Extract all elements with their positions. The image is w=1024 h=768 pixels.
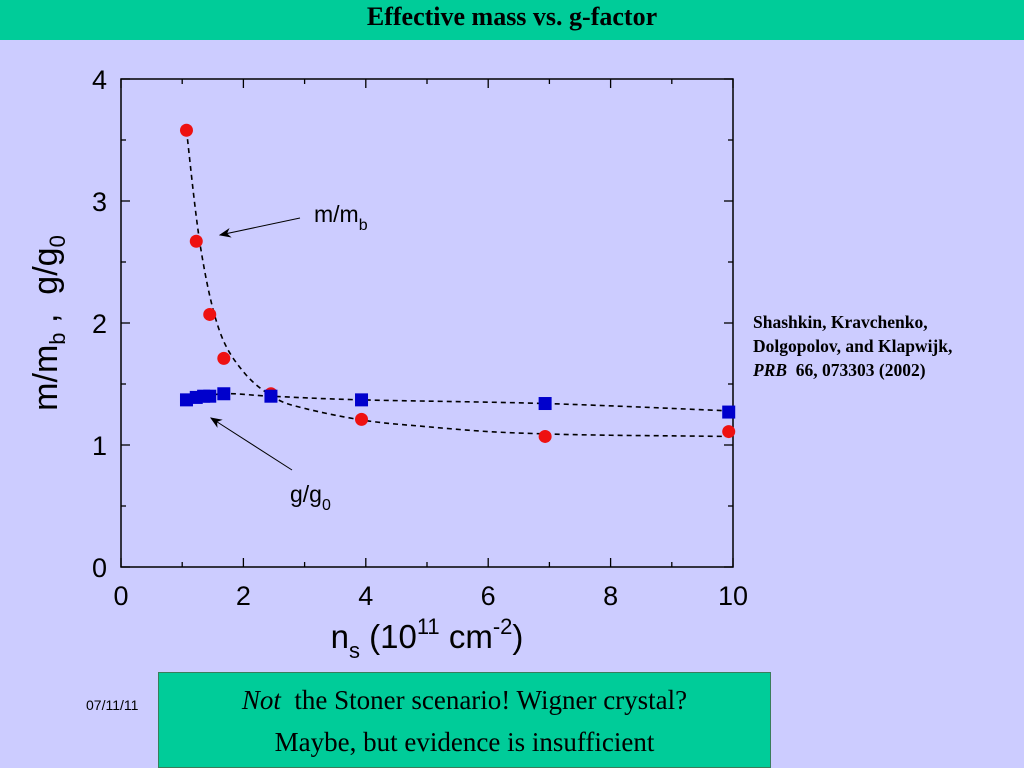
conclusion-callout: Not the Stoner scenario! Wigner crystal?… xyxy=(158,672,771,768)
x-tick-label: 6 xyxy=(481,581,496,611)
callout-emphasis: Not xyxy=(241,685,281,715)
g-label-sub: 0 xyxy=(322,497,331,514)
mass-data-point xyxy=(203,307,217,321)
x-tick-label: 2 xyxy=(236,581,251,611)
y-label-b-sub: 0 xyxy=(45,235,70,247)
callout-line-1-text: the Stoner scenario! Wigner crystal? xyxy=(294,685,688,715)
g-factor-data-point xyxy=(217,387,231,401)
x-tick-label: 0 xyxy=(113,581,128,611)
g-label-main: g/g xyxy=(290,481,322,507)
x-label-sup2: -2 xyxy=(493,614,513,639)
x-tick-label: 4 xyxy=(358,581,373,611)
callout-line-2: Maybe, but evidence is insufficient xyxy=(274,727,655,757)
mass-label-sub: b xyxy=(359,217,368,234)
mass-data-point xyxy=(355,412,369,426)
citation-ref: 66, 073303 (2002) xyxy=(795,360,926,380)
x-label-close: ) xyxy=(512,618,523,655)
mass-data-point xyxy=(179,123,193,137)
slide-title: Effective mass vs. g-factor xyxy=(366,2,658,31)
title-bar: Effective mass vs. g-factor xyxy=(0,0,1024,40)
x-label-sup1: 11 xyxy=(417,614,440,639)
citation-reference: PRB 66, 073303 (2002) xyxy=(753,358,1018,382)
x-axis-label: ns (1011 cm-2) xyxy=(331,614,524,663)
axis-ticks xyxy=(120,78,734,568)
g-factor-data-point xyxy=(264,389,278,403)
slide-date: 07/11/11 xyxy=(86,697,139,713)
y-label-b: g/g xyxy=(27,247,65,294)
x-tick-label: 8 xyxy=(603,581,618,611)
x-label-base: n xyxy=(331,618,349,655)
mass-data-point xyxy=(217,351,231,365)
callout-line-1: Not the Stoner scenario! Wigner crystal? xyxy=(159,685,770,716)
citation-authors-2: Dolgopolov, and Klapwijk, xyxy=(753,336,953,356)
y-tick-label: 3 xyxy=(92,187,107,217)
plot-area xyxy=(120,78,734,568)
data-points xyxy=(179,123,736,443)
g-factor-data-point xyxy=(722,405,736,419)
y-tick-label: 1 xyxy=(92,431,107,461)
x-label-unit: cm xyxy=(440,618,493,655)
mass-series-label: m/mb xyxy=(314,201,368,234)
g-factor-data-point xyxy=(179,393,193,407)
y-axis-label: m/mb , g/g0 xyxy=(27,235,70,411)
g-factor-data-point xyxy=(355,393,369,407)
citation-authors-1: Shashkin, Kravchenko, xyxy=(753,312,928,332)
fit-curve-mass xyxy=(185,130,729,438)
x-label-open: (10 xyxy=(360,618,417,655)
mass-data-point xyxy=(722,425,736,439)
x-label-sub: s xyxy=(349,638,360,663)
y-tick-label: 4 xyxy=(92,65,107,95)
y-tick-label: 2 xyxy=(92,309,107,339)
g-series-label: g/g0 xyxy=(290,481,331,514)
x-tick-label: 10 xyxy=(718,581,748,611)
mass-data-point xyxy=(189,234,203,248)
y-label-a-sub: b xyxy=(45,332,70,344)
g-factor-data-point xyxy=(203,389,217,403)
mass-annotation-arrow xyxy=(218,217,301,238)
g-factor-data-point xyxy=(538,397,552,411)
citation-journal: PRB xyxy=(753,360,788,380)
mass-data-point xyxy=(538,429,552,443)
mass-label-main: m/m xyxy=(314,201,359,227)
g-annotation-arrow xyxy=(209,417,293,471)
citation: Shashkin, Kravchenko, Dolgopolov, and Kl… xyxy=(753,310,1018,382)
y-label-sep: , xyxy=(27,295,65,333)
y-label-a: m/m xyxy=(27,345,65,411)
axis-tick-labels: 0 2 4 6 8 10 0 1 2 3 4 xyxy=(92,65,748,611)
y-tick-label: 0 xyxy=(92,553,107,583)
